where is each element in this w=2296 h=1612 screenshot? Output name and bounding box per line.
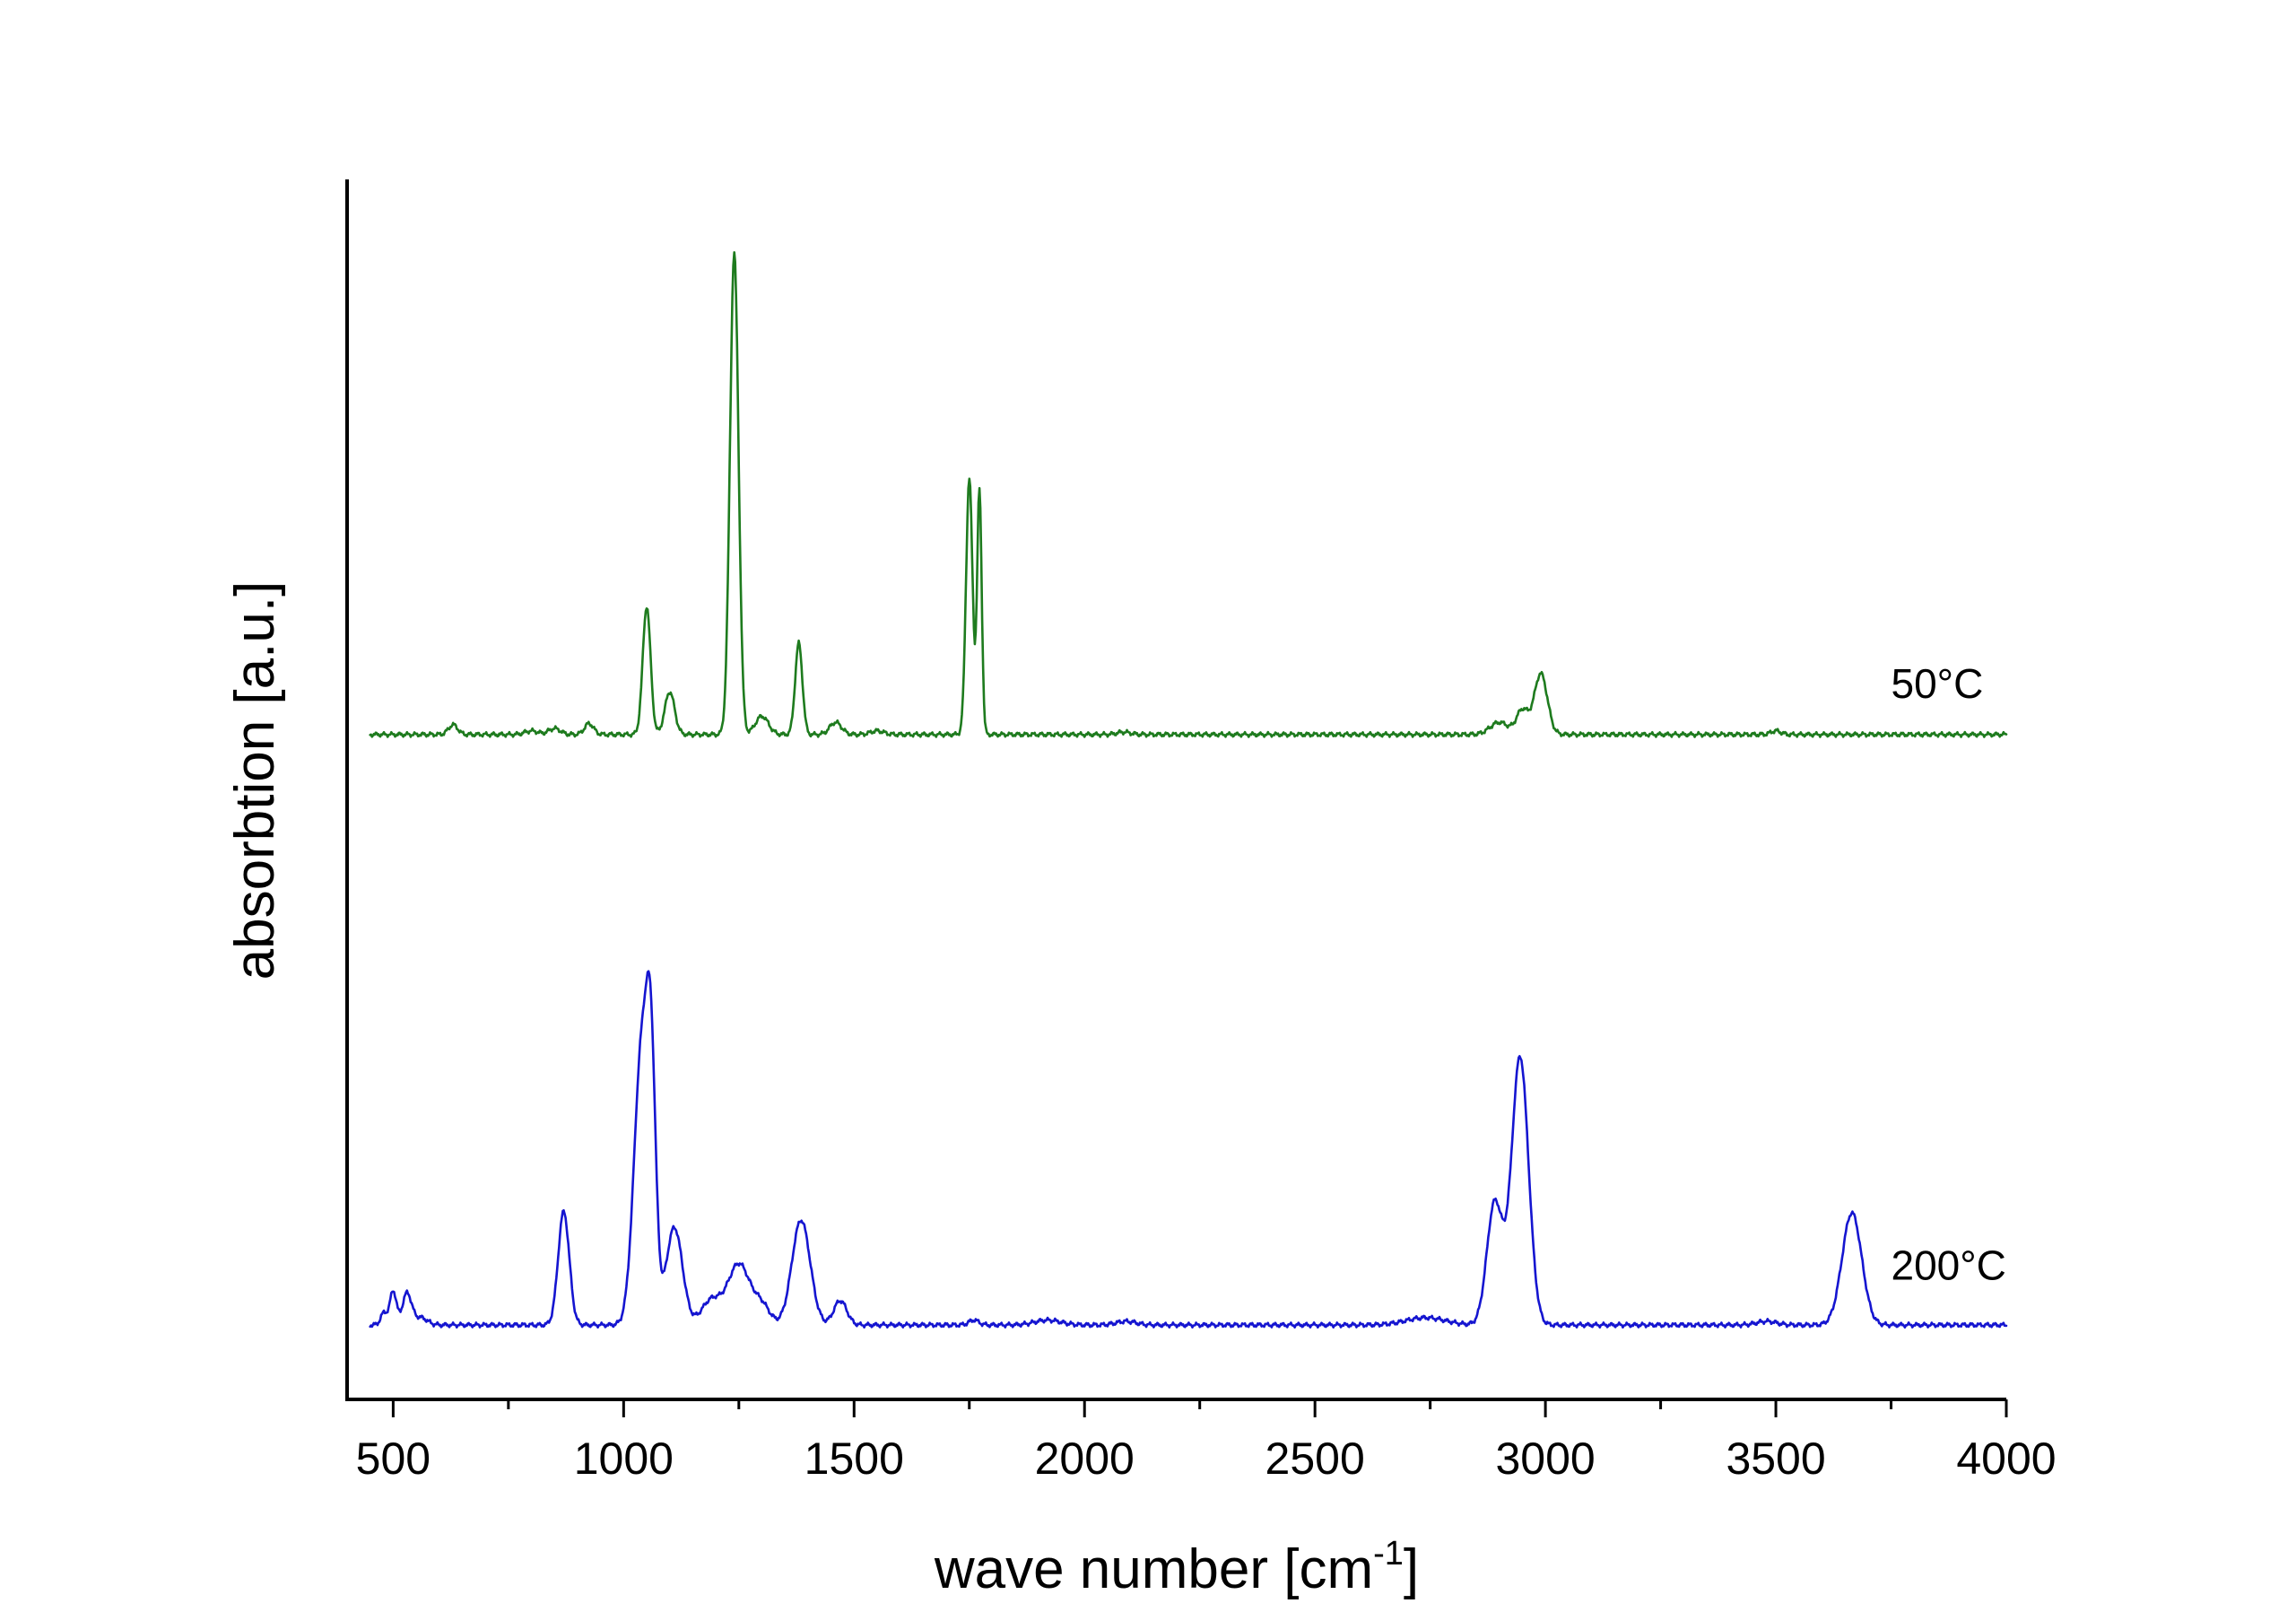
y-axis-title: absorbtion [a.u.] — [224, 581, 286, 980]
x-axis-title-main: wave number [cm — [934, 1538, 1373, 1600]
x-axis-title: wave number [cm-1] — [934, 1535, 1419, 1600]
x-tick-label: 1000 — [574, 1433, 674, 1484]
x-tick-label: 3000 — [1495, 1433, 1595, 1484]
x-tick-label: 2500 — [1265, 1433, 1365, 1484]
x-tick-label: 1500 — [804, 1433, 904, 1484]
axes-layer — [345, 179, 2008, 1417]
x-axis-title-end: ] — [1404, 1538, 1419, 1600]
series-label-200c: 200°C — [1892, 1242, 2006, 1289]
labels-layer: 50°C 200°C 500 1000 1500 2000 2500 3000 3500 4000… — [224, 581, 2057, 1600]
x-tick-label: 3500 — [1726, 1433, 1825, 1484]
x-tick-label: 2000 — [1035, 1433, 1135, 1484]
series-label-50c: 50°C — [1892, 660, 1984, 707]
x-tick-label: 4000 — [1956, 1433, 2056, 1484]
series-line-200c — [369, 970, 2008, 1329]
series-layer — [369, 251, 2008, 1329]
series-line-50c — [369, 251, 2008, 738]
x-axis-title-superscript: -1 — [1373, 1535, 1404, 1573]
x-tick-label: 500 — [356, 1433, 430, 1484]
